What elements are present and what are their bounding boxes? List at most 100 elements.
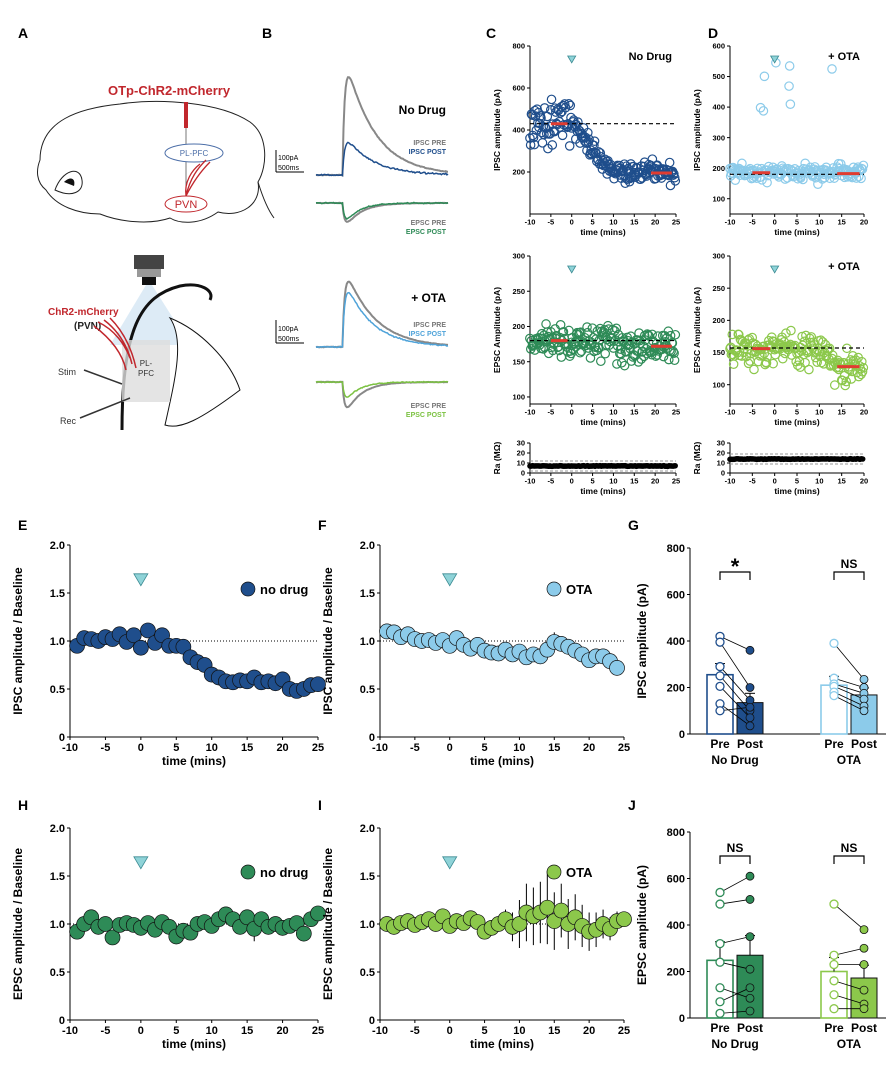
sig-label: NS (841, 557, 858, 571)
trace-epsc-post-ota (315, 380, 449, 398)
brainstem-mark (64, 178, 75, 186)
pre-point (829, 638, 839, 648)
y-tick-label: 200 (667, 682, 685, 694)
x-tick-label: 20 (860, 477, 868, 486)
x-tick-label: -10 (62, 1025, 78, 1037)
legend-label: no drug (260, 865, 308, 880)
y-axis-label: EPSC Amplitude (pA) (692, 287, 702, 373)
plpfc-label: PL-PFC (180, 149, 209, 158)
y-tick-label: 400 (512, 126, 525, 135)
stim-label: Stim (58, 367, 76, 377)
data-point (565, 100, 576, 111)
x-tick-label: 25 (672, 477, 680, 486)
chart-E: 0 0.5 1.0 1.5 2.0 -10 -5 0 5 10 15 20 25 time (mins) I… (11, 540, 326, 768)
data-point (647, 329, 658, 340)
x-tick-label: 25 (672, 218, 680, 227)
y-tick-label: 300 (712, 133, 725, 142)
x-tick-label: 5 (590, 408, 594, 417)
chart-I: 0 0.5 1.0 1.5 2.0 -10 -5 0 5 10 15 20 25 time (mins) E… (321, 823, 632, 1051)
x-tick-label: 20 (860, 218, 868, 227)
data-point (589, 136, 600, 146)
bar-label-pre: Pre (824, 1021, 844, 1035)
x-tick-label: 5 (795, 477, 799, 486)
x-tick-label: 25 (312, 742, 324, 754)
pair-line (719, 703, 751, 727)
data-point (611, 323, 622, 334)
x-tick-label: 5 (173, 742, 179, 754)
post-point (745, 983, 755, 993)
x-tick-label: 5 (795, 218, 799, 227)
data-point (857, 164, 868, 174)
y-axis-label: Ra (MΩ) (692, 441, 702, 474)
y-tick-label: 30 (717, 439, 725, 448)
data-point (643, 330, 654, 340)
data-point (669, 348, 679, 358)
ota-arrow-marker (567, 265, 577, 274)
data-point (310, 676, 326, 693)
x-tick-label: 0 (138, 1025, 144, 1037)
group-label: No Drug (711, 1037, 758, 1051)
b-ipsc-pre-label-2: IPSC PRE (413, 322, 446, 329)
pre-point (829, 899, 839, 909)
data-point (665, 330, 676, 341)
y-tick-label: 0 (59, 732, 65, 744)
post-point (745, 871, 755, 881)
post-point (745, 721, 755, 731)
x-tick-label: 0 (447, 742, 453, 754)
fiber-optic (184, 102, 188, 128)
x-axis-label: time (mins) (470, 754, 534, 768)
pair-line (833, 947, 865, 956)
y-tick-label: 30 (517, 439, 525, 448)
pair-line (833, 695, 865, 712)
sig-bracket (833, 571, 865, 580)
x-tick-label: 25 (618, 742, 630, 754)
panel-letter-c: C (486, 25, 496, 41)
data-point (133, 639, 149, 656)
y-axis-label: IPSC amplitude / Baseline (321, 567, 335, 715)
group-label: No Drug (711, 753, 758, 767)
x-tick-label: -5 (548, 408, 555, 417)
pair-line (719, 936, 751, 944)
pair-line (719, 641, 751, 688)
y-tick-label: 600 (667, 589, 685, 601)
ota-arrow-marker (442, 856, 458, 870)
pre-point (715, 671, 725, 681)
y-tick-label: 0 (679, 1013, 685, 1025)
y-tick-label: 0.5 (360, 684, 375, 696)
legend-marker (546, 864, 562, 880)
y-axis-label: IPSC amplitude / Baseline (11, 567, 25, 715)
y-tick-label: 2.0 (50, 823, 65, 835)
group-label: OTA (837, 1037, 862, 1051)
y-tick-label: 200 (712, 316, 725, 325)
x-tick-label: 5 (482, 742, 488, 754)
y-axis-label: EPSC Amplitude (pA) (492, 287, 502, 373)
data-point (762, 177, 772, 188)
olfactory-line (257, 181, 275, 219)
y-tick-label: 200 (667, 966, 685, 978)
y-tick-label: 800 (667, 543, 685, 555)
data-point (856, 173, 866, 184)
data-point (856, 356, 867, 367)
cerebellum-outline (54, 170, 83, 195)
x-tick-label: -5 (101, 742, 111, 754)
post-point (745, 993, 755, 1003)
x-axis-label: time (mins) (580, 227, 626, 237)
y-tick-label: 2.0 (360, 823, 375, 835)
x-tick-label: 10 (609, 408, 617, 417)
trace-epsc-pre-nodrug (316, 201, 448, 223)
chart-H: 0 0.5 1.0 1.5 2.0 -10 -5 0 5 10 15 20 25 time (mins) E… (11, 823, 326, 1051)
panel-letter-d: D (708, 25, 718, 41)
data-point (761, 358, 772, 368)
data-point (587, 323, 598, 333)
y-tick-label: 10 (717, 459, 725, 468)
pair-line (833, 980, 865, 991)
data-point (759, 71, 770, 82)
pair-line (719, 1010, 751, 1014)
legend-label: OTA (566, 582, 593, 597)
slice-pl-label-1: PL- (140, 359, 153, 368)
data-point (758, 341, 769, 352)
data-point (768, 358, 778, 369)
data-point (813, 345, 823, 356)
x-tick-label: -10 (725, 218, 736, 227)
x-axis-label: time (mins) (774, 227, 820, 237)
